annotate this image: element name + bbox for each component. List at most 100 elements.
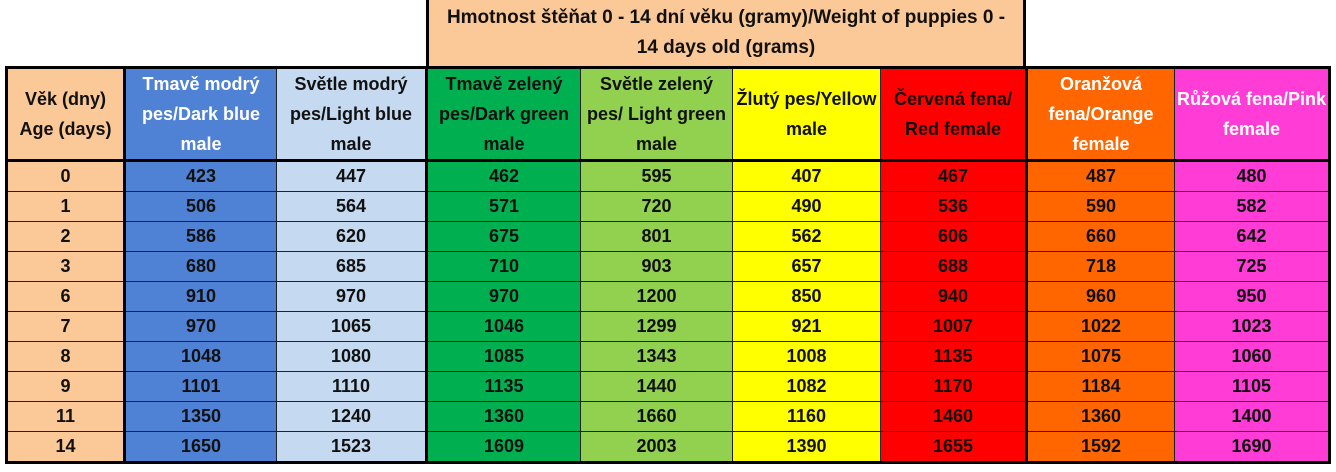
cell-light-green-male: 1660 (580, 401, 733, 432)
cell-dark-blue-male: 1101 (124, 371, 277, 402)
cell-dark-blue-male: 1650 (124, 431, 277, 463)
table-title: Hmotnost štěňat 0 - 14 dní věku (gramy)/… (426, 0, 1026, 66)
table-row: 11 1350 1240 1360 1660 1160 1460 1360 1400 (6, 401, 1330, 432)
cell-red-female: 1135 (880, 341, 1028, 372)
cell-light-blue-male: 620 (276, 221, 428, 252)
cell-dark-green-male: 1046 (426, 311, 581, 342)
cell-red-female: 1460 (880, 401, 1028, 432)
header-row: Věk (dny) Age (days) Tmavě modrý pes/Dar… (6, 67, 1330, 162)
cell-orange-female: 718 (1026, 251, 1175, 282)
cell-orange-female: 660 (1026, 221, 1175, 252)
cell-light-blue-male: 447 (276, 160, 428, 192)
cell-dark-blue-male: 910 (124, 281, 277, 312)
table-row: 0 423 447 462 595 407 467 487 480 (6, 160, 1330, 192)
header-light-blue-male: Světle modrý pes/Light blue male (276, 67, 428, 162)
table-header: Věk (dny) Age (days) Tmavě modrý pes/Dar… (6, 67, 1330, 162)
cell-light-green-male: 1299 (580, 311, 733, 342)
cell-light-blue-male: 685 (276, 251, 428, 282)
cell-age: 7 (6, 311, 126, 342)
cell-age: 3 (6, 251, 126, 282)
cell-age: 11 (6, 401, 126, 432)
cell-dark-blue-male: 680 (124, 251, 277, 282)
cell-dark-green-male: 1360 (426, 401, 581, 432)
cell-dark-green-male: 1085 (426, 341, 581, 372)
table-title-text: Hmotnost štěňat 0 - 14 dní věku (gramy)/… (446, 7, 1006, 58)
table-row: 8 1048 1080 1085 1343 1008 1135 1075 1060 (6, 341, 1330, 372)
cell-light-green-male: 1200 (580, 281, 733, 312)
cell-yellow-male: 850 (732, 281, 881, 312)
table-row: 2 586 620 675 801 562 606 660 642 (6, 221, 1330, 252)
cell-age: 6 (6, 281, 126, 312)
cell-orange-female: 1360 (1026, 401, 1175, 432)
table-row: 14 1650 1523 1609 2003 1390 1655 1592 1690 (6, 431, 1330, 463)
cell-pink-female: 1105 (1174, 371, 1330, 402)
cell-light-green-male: 720 (580, 191, 733, 222)
cell-dark-green-male: 1135 (426, 371, 581, 402)
cell-yellow-male: 1390 (732, 431, 881, 463)
cell-light-green-male: 2003 (580, 431, 733, 463)
cell-red-female: 688 (880, 251, 1028, 282)
cell-pink-female: 480 (1174, 160, 1330, 192)
cell-orange-female: 1022 (1026, 311, 1175, 342)
cell-pink-female: 1400 (1174, 401, 1330, 432)
table-body: 0 423 447 462 595 407 467 487 480 1 506 564 571 720 49… (6, 160, 1330, 463)
cell-age: 8 (6, 341, 126, 372)
cell-orange-female: 960 (1026, 281, 1175, 312)
cell-yellow-male: 657 (732, 251, 881, 282)
cell-light-blue-male: 1110 (276, 371, 428, 402)
cell-light-blue-male: 1523 (276, 431, 428, 463)
cell-light-blue-male: 970 (276, 281, 428, 312)
cell-dark-blue-male: 506 (124, 191, 277, 222)
header-red-female: Červená fena/ Red female (880, 67, 1028, 162)
header-dark-green-male: Tmavě zelený pes/Dark green male (426, 67, 581, 162)
header-pink-female: Růžová fena/Pink female (1174, 67, 1330, 162)
cell-yellow-male: 1160 (732, 401, 881, 432)
cell-yellow-male: 1082 (732, 371, 881, 402)
cell-age: 9 (6, 371, 126, 402)
cell-yellow-male: 407 (732, 160, 881, 192)
cell-red-female: 536 (880, 191, 1028, 222)
table-row: 6 910 970 970 1200 850 940 960 950 (6, 281, 1330, 312)
cell-dark-green-male: 571 (426, 191, 581, 222)
header-dark-blue-male: Tmavě modrý pes/Dark blue male (124, 67, 277, 162)
cell-age: 2 (6, 221, 126, 252)
cell-orange-female: 487 (1026, 160, 1175, 192)
cell-light-blue-male: 1240 (276, 401, 428, 432)
cell-light-green-male: 1440 (580, 371, 733, 402)
header-yellow-male: Žlutý pes/Yellow male (732, 67, 881, 162)
cell-red-female: 1170 (880, 371, 1028, 402)
cell-dark-green-male: 970 (426, 281, 581, 312)
cell-dark-green-male: 1609 (426, 431, 581, 463)
cell-orange-female: 1184 (1026, 371, 1175, 402)
cell-dark-blue-male: 1350 (124, 401, 277, 432)
table-row: 7 970 1065 1046 1299 921 1007 1022 1023 (6, 311, 1330, 342)
cell-yellow-male: 921 (732, 311, 881, 342)
cell-light-blue-male: 564 (276, 191, 428, 222)
cell-dark-green-male: 675 (426, 221, 581, 252)
table-row: 1 506 564 571 720 490 536 590 582 (6, 191, 1330, 222)
cell-dark-blue-male: 1048 (124, 341, 277, 372)
cell-light-green-male: 801 (580, 221, 733, 252)
cell-pink-female: 1023 (1174, 311, 1330, 342)
cell-red-female: 1007 (880, 311, 1028, 342)
cell-dark-green-male: 710 (426, 251, 581, 282)
cell-red-female: 606 (880, 221, 1028, 252)
header-light-green-male: Světle zelený pes/ Light green male (580, 67, 733, 162)
cell-red-female: 467 (880, 160, 1028, 192)
cell-age: 1 (6, 191, 126, 222)
cell-light-blue-male: 1065 (276, 311, 428, 342)
cell-pink-female: 1690 (1174, 431, 1330, 463)
cell-pink-female: 1060 (1174, 341, 1330, 372)
cell-dark-blue-male: 970 (124, 311, 277, 342)
cell-pink-female: 642 (1174, 221, 1330, 252)
cell-yellow-male: 562 (732, 221, 881, 252)
cell-red-female: 940 (880, 281, 1028, 312)
cell-red-female: 1655 (880, 431, 1028, 463)
cell-orange-female: 1075 (1026, 341, 1175, 372)
cell-dark-blue-male: 423 (124, 160, 277, 192)
cell-orange-female: 1592 (1026, 431, 1175, 463)
table-row: 9 1101 1110 1135 1440 1082 1170 1184 1105 (6, 371, 1330, 402)
puppy-weight-table: Věk (dny) Age (days) Tmavě modrý pes/Dar… (5, 66, 1331, 464)
cell-light-green-male: 1343 (580, 341, 733, 372)
cell-age: 14 (6, 431, 126, 463)
